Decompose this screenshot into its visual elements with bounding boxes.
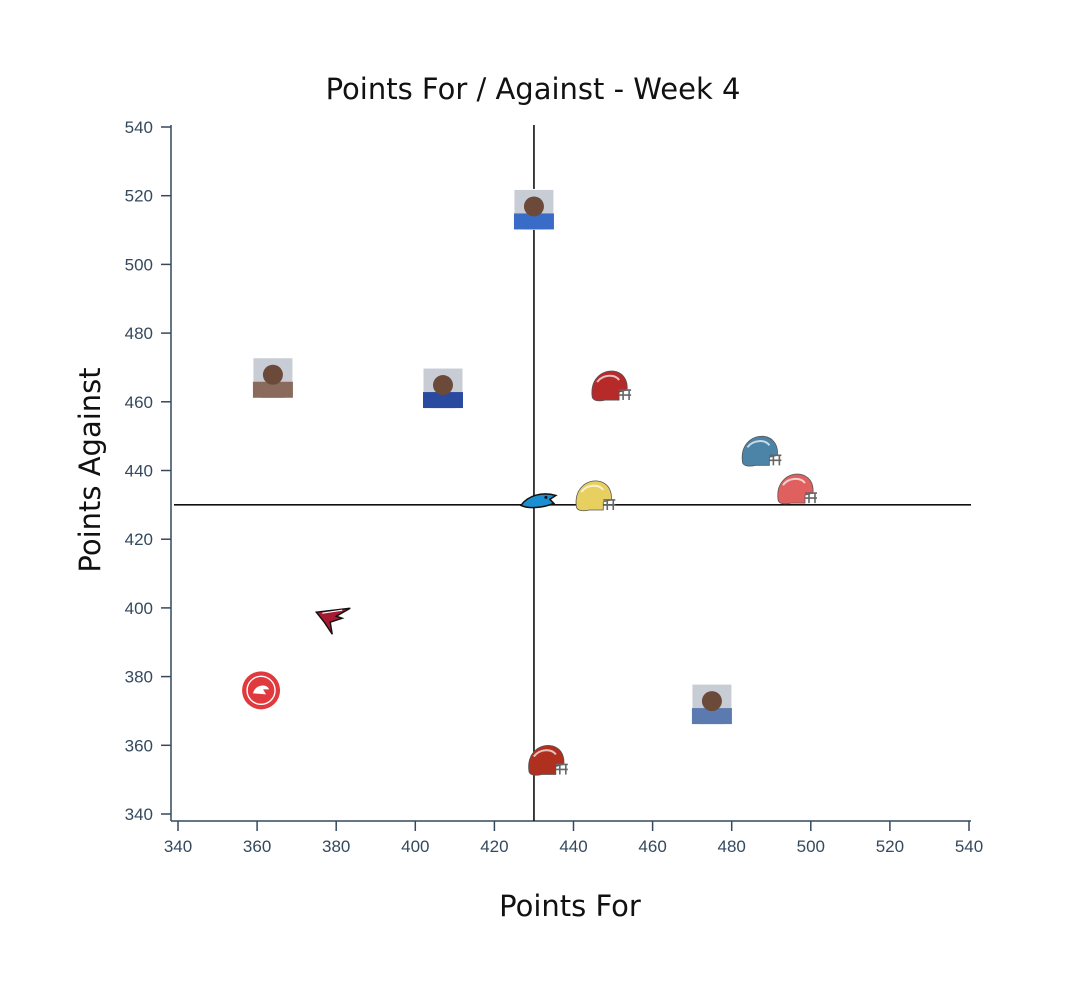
- x-tick-label: 520: [876, 837, 904, 856]
- y-tick-label: 360: [125, 736, 153, 755]
- y-tick-label: 480: [125, 324, 153, 343]
- y-tick-label: 540: [125, 118, 153, 137]
- x-tick-label: 400: [401, 837, 429, 856]
- hawks-logo-icon[interactable]: [242, 671, 281, 710]
- y-tick-label: 400: [125, 599, 153, 618]
- x-tick-label: 540: [955, 837, 983, 856]
- x-tick-label: 360: [243, 837, 271, 856]
- player-photo-icon[interactable]: [513, 188, 555, 230]
- y-tick-label: 440: [125, 462, 153, 481]
- person-photo-icon[interactable]: [252, 357, 294, 399]
- falcon-logo-icon[interactable]: [314, 607, 351, 635]
- red-helmet-icon[interactable]: [528, 745, 568, 776]
- y-axis-label: Points Against: [73, 367, 107, 572]
- player-photo-icon[interactable]: [422, 367, 464, 409]
- y-tick-label: 460: [125, 393, 153, 412]
- y-tick-label: 500: [125, 255, 153, 274]
- x-tick-label: 380: [322, 837, 350, 856]
- reference-lines: [174, 125, 971, 821]
- x-tick-label: 420: [480, 837, 508, 856]
- axes: 340 360 380 400 420 440 460 480 500 520 540 340 360 3…: [125, 118, 984, 856]
- x-axis-label: Points For: [499, 889, 641, 923]
- y-tick-label: 340: [125, 805, 153, 824]
- y-tick-label: 520: [125, 187, 153, 206]
- y-tick-label: 420: [125, 530, 153, 549]
- x-tick-label: 460: [638, 837, 666, 856]
- cheerleader-photo-icon[interactable]: [691, 683, 733, 725]
- x-tick-label: 340: [164, 837, 192, 856]
- x-tick-label: 480: [718, 837, 746, 856]
- panther-logo-icon[interactable]: [519, 493, 558, 509]
- x-tick-label: 440: [559, 837, 587, 856]
- red-helmet-icon[interactable]: [591, 370, 632, 402]
- x-tick-label: 500: [797, 837, 825, 856]
- yellow-helmet-icon[interactable]: [575, 480, 616, 512]
- y-tick-label: 380: [125, 668, 153, 687]
- data-points: [242, 188, 817, 776]
- chart-title: Points For / Against - Week 4: [326, 72, 741, 106]
- white-red-helmet-icon[interactable]: [777, 473, 817, 505]
- blue-helmet-icon[interactable]: [741, 435, 782, 467]
